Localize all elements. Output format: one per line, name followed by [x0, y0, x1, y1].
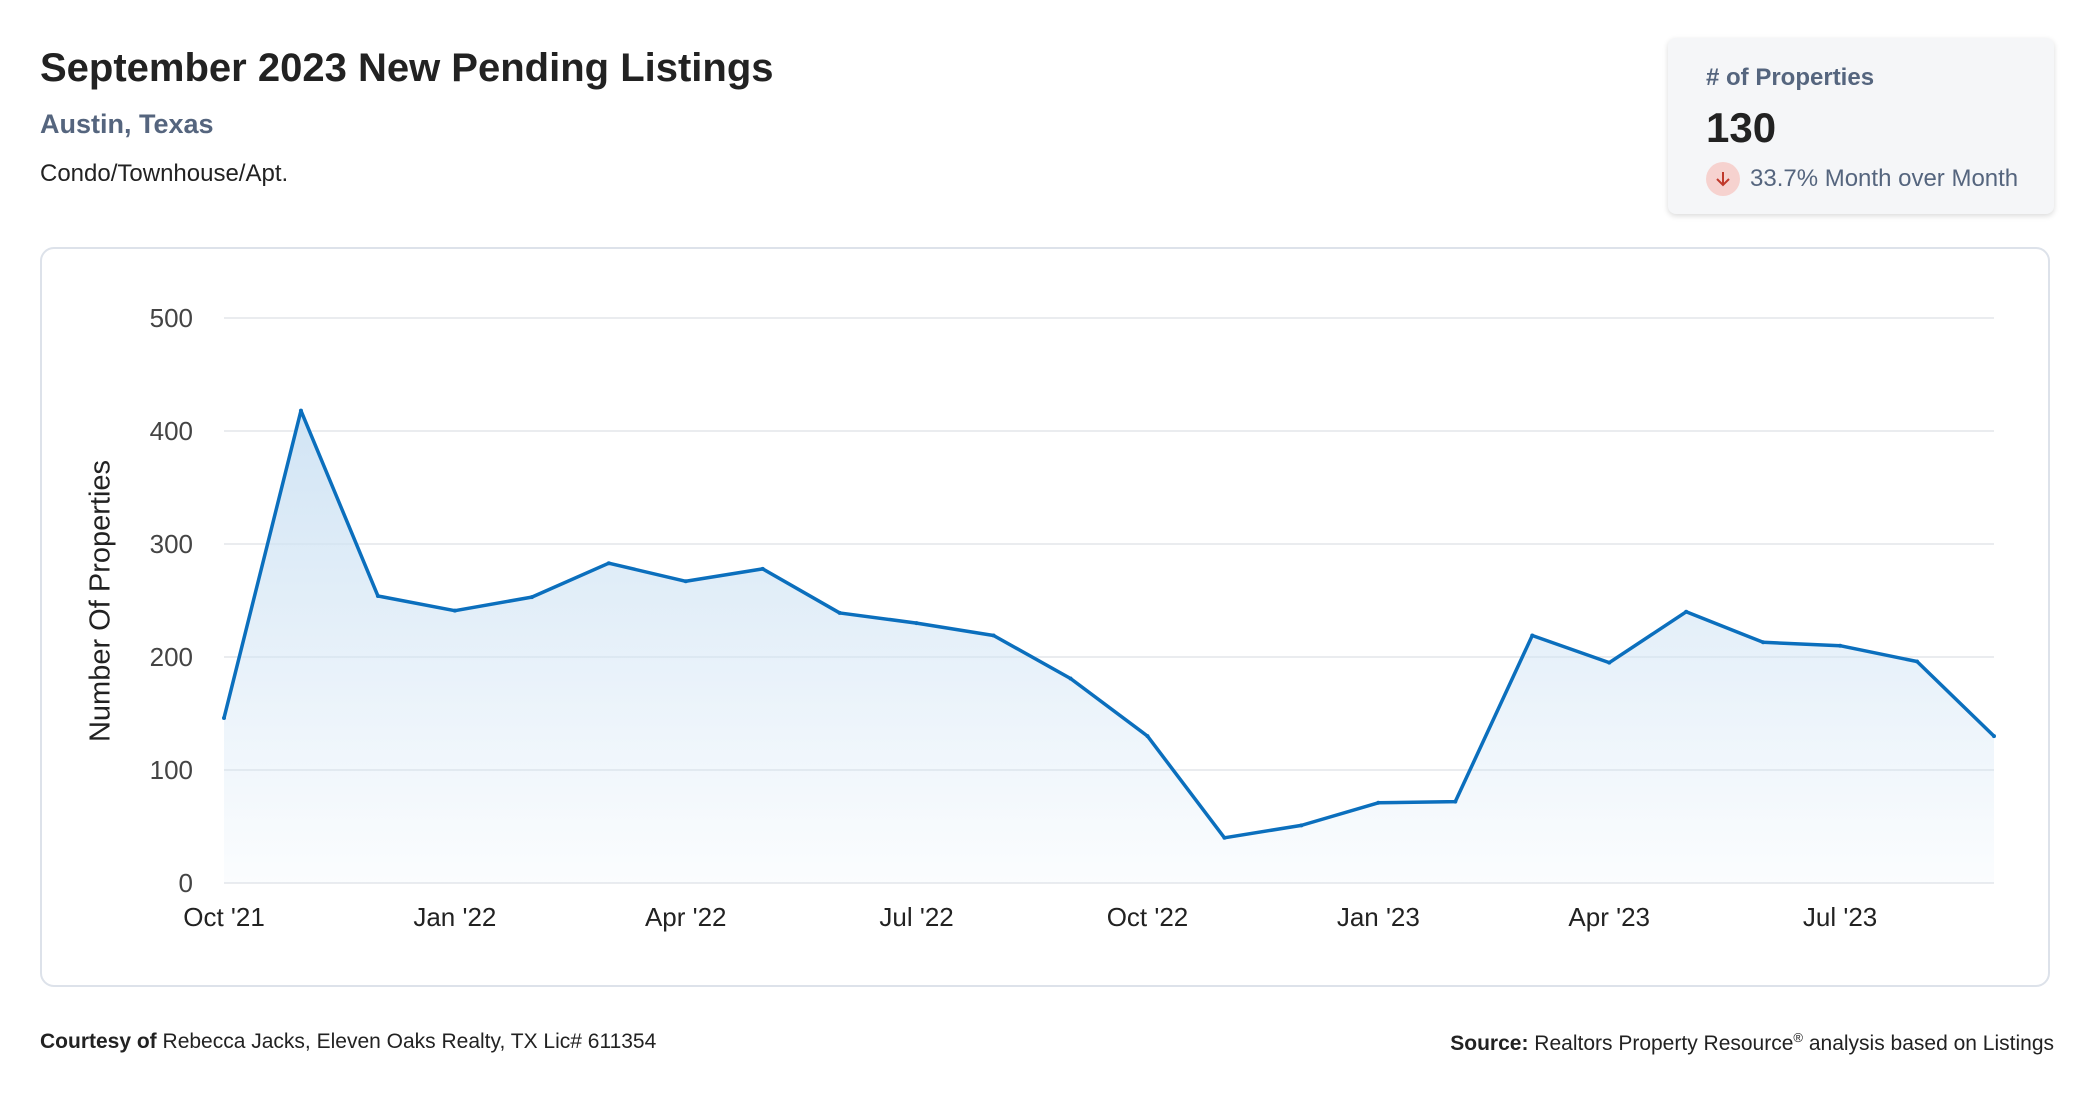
property-type-label: Condo/Townhouse/Apt.: [40, 160, 289, 187]
data-point: [1376, 800, 1381, 805]
data-point: [606, 561, 611, 566]
kpi-label: # of Properties: [1706, 64, 1875, 91]
data-point: [1222, 835, 1227, 840]
data-point: [1068, 676, 1073, 681]
data-point: [991, 633, 996, 638]
series-line: [222, 408, 1996, 840]
kpi-change-text: 33.7% Month over Month: [1750, 165, 2019, 192]
y-tick-label: 400: [150, 416, 193, 446]
registered-mark: ®: [1793, 1030, 1803, 1045]
data-point: [1684, 609, 1689, 614]
data-point: [1453, 799, 1458, 804]
x-tick-label: Apr '23: [1568, 902, 1650, 932]
y-tick-label: 200: [150, 642, 193, 672]
source-footer: Source: Realtors Property Resource® anal…: [1450, 1030, 2054, 1056]
source-name: Realtors Property Resource: [1534, 1032, 1794, 1055]
area-fill: [224, 410, 1994, 883]
properties-kpi-card: # of Properties 130 33.7% Month over Mon…: [1668, 38, 2054, 214]
line-chart: 0 100 200 300 400 500 Oct '21 Jan '22 Apr '22 Jul…: [150, 303, 1996, 932]
arrow-down-icon: [1706, 162, 1740, 196]
data-point: [1915, 659, 1920, 664]
x-tick-label: Jan '22: [413, 902, 496, 932]
kpi-change: 33.7% Month over Month: [1706, 162, 2018, 196]
courtesy-label: Courtesy of: [40, 1030, 157, 1053]
data-point: [1838, 643, 1843, 648]
x-tick-label: Oct '21: [183, 902, 265, 932]
y-axis-label: Number Of Properties: [84, 459, 117, 742]
courtesy-text: Rebecca Jacks, Eleven Oaks Realty, TX Li…: [162, 1030, 657, 1053]
x-tick-label: Oct '22: [1107, 902, 1189, 932]
y-tick-label: 0: [179, 868, 193, 898]
data-point: [1761, 640, 1766, 645]
x-tick-label: Jul '23: [1803, 902, 1877, 932]
page-title: September 2023 New Pending Listings: [40, 46, 774, 90]
data-point: [375, 593, 380, 598]
chart-panel: 0 100 200 300 400 500 Oct '21 Jan '22 Apr '22 Jul…: [40, 247, 2050, 987]
courtesy-footer: Courtesy of Rebecca Jacks, Eleven Oaks R…: [40, 1030, 656, 1054]
data-point: [1607, 660, 1612, 665]
data-point: [452, 608, 457, 613]
y-tick-label: 100: [150, 755, 193, 785]
y-tick-label: 300: [150, 529, 193, 559]
x-tick-label: Jan '23: [1337, 902, 1420, 932]
data-point: [529, 595, 534, 600]
source-label: Source:: [1450, 1032, 1529, 1055]
kpi-value: 130: [1706, 104, 1777, 151]
data-point: [222, 716, 226, 721]
y-tick-label: 500: [150, 303, 193, 333]
data-point: [837, 610, 842, 615]
data-point: [1992, 734, 1996, 739]
x-tick-label: Jul '22: [879, 902, 953, 932]
data-point: [914, 621, 919, 626]
data-point: [298, 408, 303, 413]
data-point: [1299, 823, 1304, 828]
source-text: analysis based on Listings: [1808, 1032, 2054, 1055]
data-point: [683, 579, 688, 584]
location-subtitle: Austin, Texas: [40, 109, 214, 139]
data-point: [1530, 633, 1535, 638]
data-point: [760, 566, 765, 571]
data-point: [1145, 734, 1150, 739]
x-tick-label: Apr '22: [645, 902, 727, 932]
